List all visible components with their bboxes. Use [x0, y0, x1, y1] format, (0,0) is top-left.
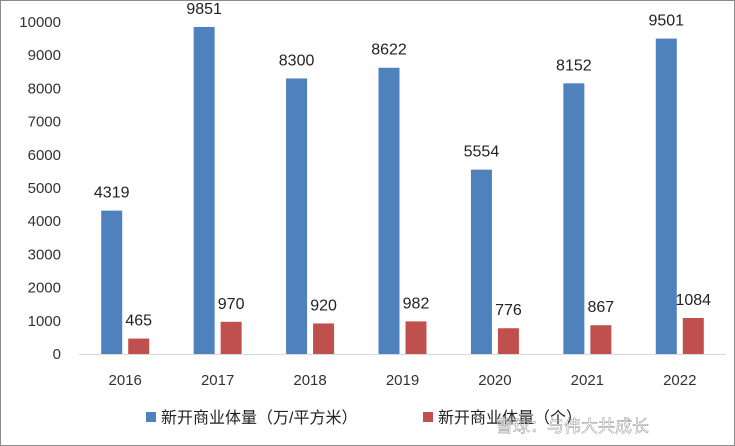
y-axis: 0 1000 2000 3000 4000 5000 6000 7000 8000 9000 100… — [19, 14, 61, 363]
bar-count — [220, 321, 242, 354]
legend: 新开商业体量（万/平方米） 新开商业体量（个） — [146, 409, 582, 427]
watermark-text: 雪球：与伟大共成长 — [496, 417, 649, 436]
bar-area — [378, 67, 400, 354]
data-label: 9501 — [648, 13, 684, 30]
bar-area — [101, 210, 123, 354]
legend-swatch — [146, 412, 156, 422]
y-tick-label: 9000 — [28, 47, 61, 64]
x-tick-label: 2018 — [293, 372, 326, 389]
legend-swatch — [423, 412, 433, 422]
x-tick-label: 2022 — [663, 372, 696, 389]
x-tick-label: 2016 — [109, 372, 142, 389]
x-tick-label: 2020 — [478, 372, 511, 389]
data-label: 5554 — [464, 144, 500, 161]
data-label: 867 — [588, 299, 615, 316]
y-tick-label: 7000 — [28, 114, 61, 131]
bars — [101, 26, 704, 354]
data-label: 776 — [495, 302, 522, 319]
data-label: 920 — [310, 297, 337, 314]
data-label: 465 — [125, 313, 152, 330]
data-label: 1084 — [675, 292, 711, 309]
legend-label: 新开商业体量（万/平方米） — [161, 409, 357, 427]
bar-count — [313, 323, 335, 354]
y-tick-label: 6000 — [28, 147, 61, 164]
y-tick-label: 0 — [53, 346, 61, 363]
bar-count — [497, 328, 519, 354]
data-label: 8152 — [556, 57, 592, 74]
bar-count — [682, 318, 704, 354]
y-tick-label: 2000 — [28, 280, 61, 297]
bar-count — [405, 321, 427, 354]
data-labels: 4319 465 9851 970 8300 920 8622 982 5554 776 8152 8… — [94, 1, 711, 330]
y-tick-label: 10000 — [19, 14, 61, 31]
data-label: 982 — [403, 295, 430, 312]
x-tick-label: 2019 — [386, 372, 419, 389]
x-tick-label: 2021 — [571, 372, 604, 389]
bar-count — [128, 338, 150, 354]
y-tick-label: 3000 — [28, 246, 61, 263]
data-label: 8622 — [371, 42, 407, 59]
x-axis: 2016 2017 2018 2019 2020 2021 2022 — [79, 354, 726, 389]
data-label: 970 — [218, 296, 245, 313]
legend-label: 新开商业体量（个） — [438, 409, 582, 427]
bar-area — [286, 78, 308, 354]
data-label: 9851 — [186, 1, 222, 18]
bar-area — [655, 38, 677, 354]
bar-area — [563, 83, 585, 354]
bar-area — [193, 26, 215, 354]
data-label: 8300 — [279, 52, 315, 69]
bar-count — [590, 325, 612, 354]
y-tick-label: 1000 — [28, 313, 61, 330]
y-tick-label: 4000 — [28, 213, 61, 230]
x-tick-label: 2017 — [201, 372, 234, 389]
y-tick-label: 8000 — [28, 80, 61, 97]
y-tick-label: 5000 — [28, 180, 61, 197]
data-label: 4319 — [94, 185, 130, 202]
bar-area — [470, 169, 492, 354]
